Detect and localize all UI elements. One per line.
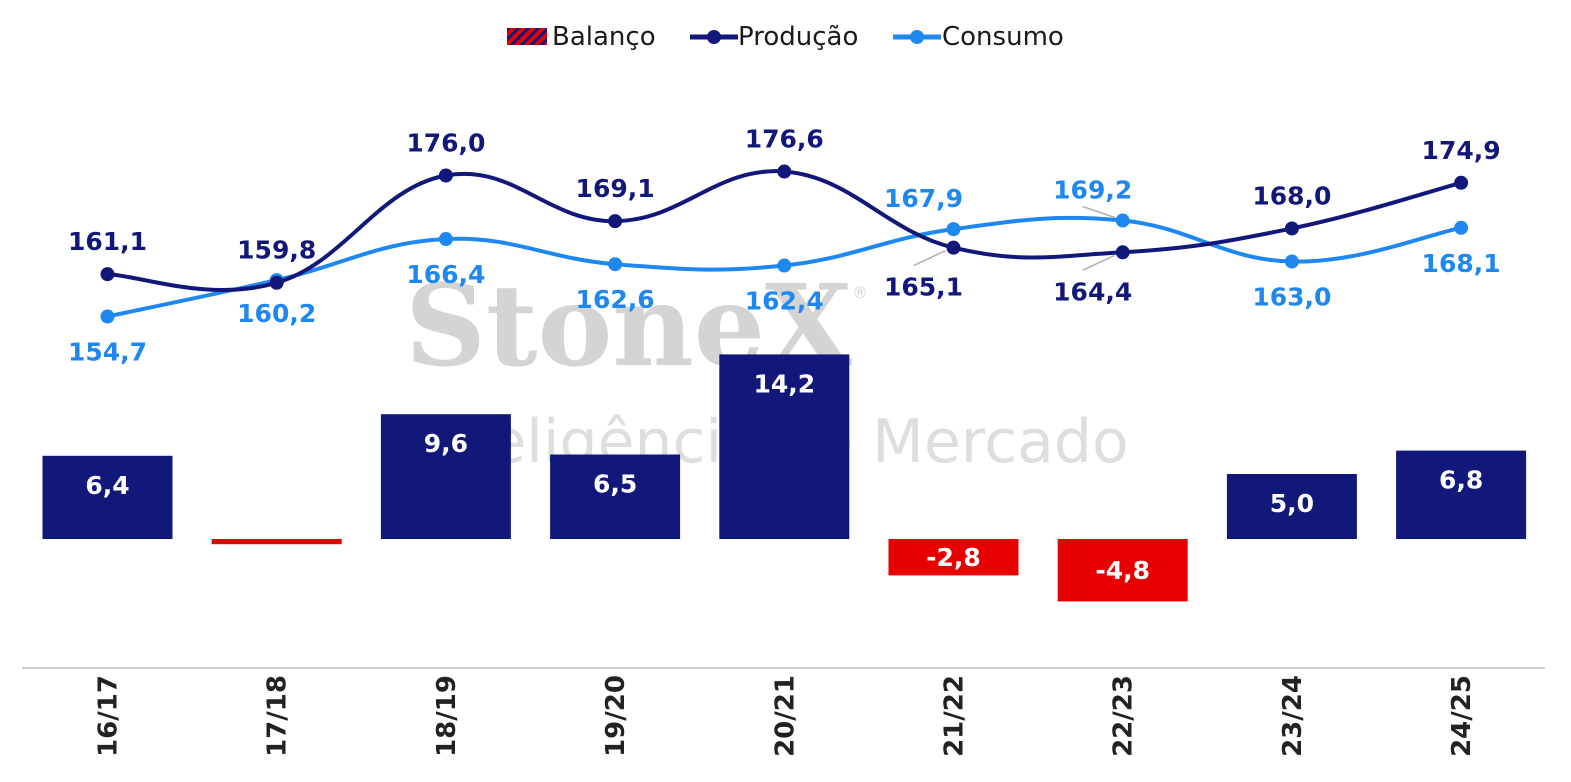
legend-item-consumo: Consumo bbox=[893, 22, 1064, 52]
label-producao-24-25: 174,9 bbox=[1422, 136, 1501, 165]
point-producao-21-22 bbox=[946, 240, 961, 255]
label-consumo-19-20: 162,6 bbox=[576, 285, 655, 314]
label-consumo-23-24: 163,0 bbox=[1252, 283, 1331, 312]
x-tick-19-20: 19/20 bbox=[601, 675, 631, 757]
legend-label-producao: Produção bbox=[738, 22, 858, 52]
label-balanco-21-22: -2,8 bbox=[926, 543, 981, 572]
bar-18-19 bbox=[380, 414, 511, 539]
label-consumo-18-19: 166,4 bbox=[406, 260, 485, 289]
label-balanco-20-21: 14,2 bbox=[753, 369, 815, 398]
label-consumo-17-18: 160,2 bbox=[237, 299, 316, 328]
legend-marker-consumo bbox=[910, 30, 924, 44]
x-tick-23-24: 23/24 bbox=[1278, 675, 1308, 757]
x-tick-22-23: 22/23 bbox=[1109, 675, 1139, 757]
bar-16-17 bbox=[42, 455, 173, 539]
point-consumo-23-24 bbox=[1284, 254, 1299, 269]
x-tick-18-19: 18/19 bbox=[432, 675, 462, 757]
leader-producao-22-23 bbox=[1082, 254, 1116, 271]
bar-17-18 bbox=[211, 539, 342, 545]
label-balanco-17-18: -0,4 bbox=[249, 554, 304, 583]
legend-swatch-balanco bbox=[507, 28, 547, 45]
point-producao-24-25 bbox=[1454, 175, 1469, 190]
watermark-registered: ® bbox=[852, 283, 868, 302]
label-consumo-22-23: 169,2 bbox=[1053, 176, 1132, 205]
bar-22-23 bbox=[1057, 539, 1188, 602]
x-tick-16-17: 16/17 bbox=[94, 675, 124, 757]
point-producao-19-20 bbox=[608, 214, 623, 229]
label-producao-23-24: 168,0 bbox=[1252, 181, 1331, 210]
leader-producao-21-22 bbox=[913, 249, 946, 267]
legend: Balanço Produção Consumo bbox=[507, 22, 1064, 52]
point-consumo-20-21 bbox=[777, 258, 792, 273]
label-producao-20-21: 176,6 bbox=[745, 125, 824, 154]
bar-24-25 bbox=[1396, 450, 1527, 539]
balanco-bars bbox=[42, 354, 1527, 602]
point-consumo-24-25 bbox=[1454, 220, 1469, 235]
point-consumo-19-20 bbox=[608, 257, 623, 272]
point-producao-16-17 bbox=[100, 267, 115, 282]
bar-20-21 bbox=[719, 354, 850, 539]
bar-23-24 bbox=[1226, 474, 1357, 539]
label-producao-19-20: 169,1 bbox=[576, 174, 655, 203]
label-producao-21-22: 165,1 bbox=[884, 273, 963, 302]
point-consumo-21-22 bbox=[946, 222, 961, 237]
legend-marker-producao bbox=[707, 30, 721, 44]
point-producao-23-24 bbox=[1284, 221, 1299, 236]
point-producao-18-19 bbox=[438, 168, 453, 183]
x-axis-labels: 16/17 17/18 18/19 19/20 20/21 21/22 22/23 23/24… bbox=[94, 675, 1478, 757]
bar-19-20 bbox=[550, 454, 681, 539]
legend-item-producao: Produção bbox=[690, 22, 858, 52]
bar-21-22 bbox=[888, 539, 1019, 576]
line-series bbox=[100, 164, 1469, 324]
point-consumo-22-23 bbox=[1115, 213, 1130, 228]
x-tick-20-21: 20/21 bbox=[770, 675, 800, 757]
x-tick-24-25: 24/25 bbox=[1447, 675, 1477, 757]
label-balanco-18-19: 9,6 bbox=[424, 429, 468, 458]
label-balanco-22-23: -4,8 bbox=[1095, 556, 1150, 585]
legend-label-consumo: Consumo bbox=[942, 22, 1064, 52]
point-producao-20-21 bbox=[777, 164, 792, 179]
label-producao-18-19: 176,0 bbox=[406, 129, 485, 158]
legend-label-balanco: Balanço bbox=[552, 22, 656, 52]
leader-consumo-22-23 bbox=[1082, 205, 1115, 219]
label-balanco-23-24: 5,0 bbox=[1270, 489, 1314, 518]
label-consumo-20-21: 162,4 bbox=[745, 287, 824, 316]
data-labels: 161,1 159,8 176,0 169,1 176,6 165,1 164,4 168,0… bbox=[68, 125, 1501, 586]
x-tick-17-18: 17/18 bbox=[263, 675, 293, 757]
point-producao-22-23 bbox=[1115, 245, 1130, 260]
label-producao-17-18: 159,8 bbox=[237, 236, 316, 265]
label-consumo-24-25: 168,1 bbox=[1422, 249, 1501, 278]
legend-item-balanco: Balanço bbox=[507, 22, 656, 52]
label-balanco-16-17: 6,4 bbox=[85, 471, 129, 500]
label-producao-22-23: 164,4 bbox=[1053, 277, 1132, 306]
label-balanco-24-25: 6,8 bbox=[1439, 466, 1483, 495]
label-producao-16-17: 161,1 bbox=[68, 227, 147, 256]
point-producao-17-18 bbox=[269, 275, 284, 290]
label-balanco-19-20: 6,5 bbox=[593, 470, 637, 499]
x-tick-21-22: 21/22 bbox=[940, 675, 970, 757]
label-consumo-21-22: 167,9 bbox=[884, 184, 963, 213]
label-consumo-16-17: 154,7 bbox=[68, 338, 147, 367]
point-consumo-18-19 bbox=[438, 232, 453, 247]
point-consumo-16-17 bbox=[100, 309, 115, 324]
